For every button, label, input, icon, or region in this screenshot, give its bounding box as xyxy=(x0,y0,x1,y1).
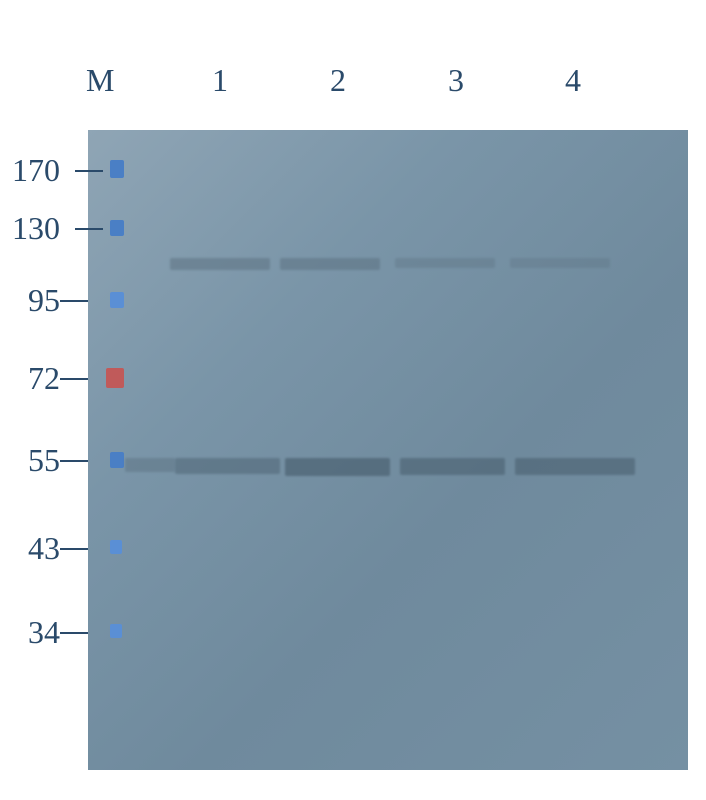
band-55-lane1 xyxy=(175,458,280,474)
lane-label-3: 3 xyxy=(448,62,464,99)
mw-tick-170 xyxy=(75,170,103,172)
lane-label-4: 4 xyxy=(565,62,581,99)
marker-band-72 xyxy=(106,368,124,388)
band-55-lane3 xyxy=(400,458,505,475)
mw-tick-55 xyxy=(60,460,88,462)
marker-band-170 xyxy=(110,160,124,178)
lane-label-M: M xyxy=(86,62,114,99)
blot-membrane-area xyxy=(88,130,688,770)
marker-band-55 xyxy=(110,452,124,468)
mw-label-55: 55 xyxy=(0,442,60,479)
lane-label-2: 2 xyxy=(330,62,346,99)
western-blot-figure: M 1 2 3 4 170 130 95 72 55 43 34 xyxy=(0,0,706,800)
band-upper-lane2 xyxy=(280,258,380,270)
band-55-lane2 xyxy=(285,458,390,476)
marker-band-43 xyxy=(110,540,122,554)
marker-band-95 xyxy=(110,292,124,308)
mw-label-72: 72 xyxy=(0,360,60,397)
marker-band-34 xyxy=(110,624,122,638)
mw-tick-34 xyxy=(60,632,88,634)
lane-label-1: 1 xyxy=(212,62,228,99)
mw-label-34: 34 xyxy=(0,614,60,651)
mw-tick-130 xyxy=(75,228,103,230)
band-55-laneM xyxy=(125,458,175,472)
mw-label-130: 130 xyxy=(0,210,60,247)
band-upper-lane4 xyxy=(510,258,610,268)
band-upper-lane3 xyxy=(395,258,495,268)
marker-band-130 xyxy=(110,220,124,236)
mw-tick-43 xyxy=(60,548,88,550)
mw-tick-72 xyxy=(60,378,88,380)
band-55-lane4 xyxy=(515,458,635,475)
mw-label-95: 95 xyxy=(0,282,60,319)
mw-label-43: 43 xyxy=(0,530,60,567)
mw-tick-95 xyxy=(60,300,88,302)
band-upper-lane1 xyxy=(170,258,270,270)
mw-label-170: 170 xyxy=(0,152,60,189)
